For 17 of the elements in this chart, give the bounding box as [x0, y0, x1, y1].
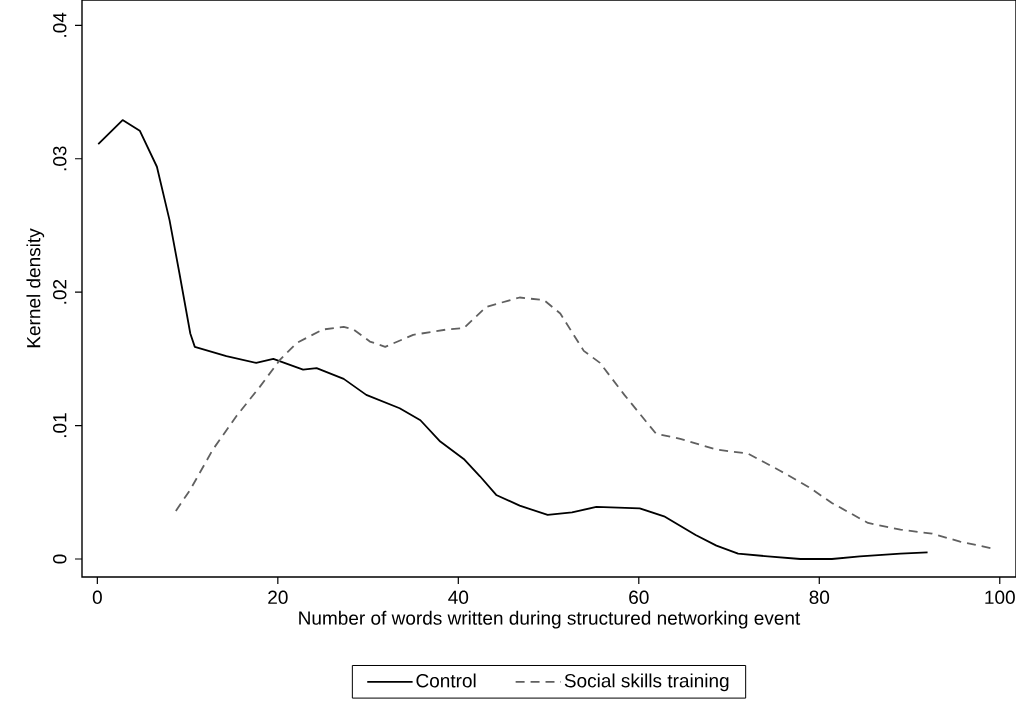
- x-tick-label: 40: [448, 590, 469, 604]
- y-tick-label: .01: [53, 413, 67, 438]
- legend-label: Control: [416, 673, 476, 688]
- x-tick-label: 20: [268, 590, 288, 604]
- y-tick-label: .02: [53, 279, 67, 304]
- x-tick-label: 100: [985, 590, 1015, 604]
- line-series: [174, 296, 993, 550]
- y-tick-label: .04: [53, 12, 67, 37]
- y-tick-label: .03: [53, 146, 67, 171]
- x-axis-title: Number of words written during structured networking event: [299, 610, 801, 629]
- y-tick-label: 0: [53, 554, 67, 564]
- legend-label: Social skills training: [564, 673, 729, 692]
- y-axis-title: Kernel density: [26, 228, 45, 348]
- x-tick-label: 60: [629, 590, 649, 604]
- x-tick-label: 0: [92, 590, 102, 604]
- line-series: [97, 119, 929, 560]
- x-tick-label: 80: [809, 590, 830, 604]
